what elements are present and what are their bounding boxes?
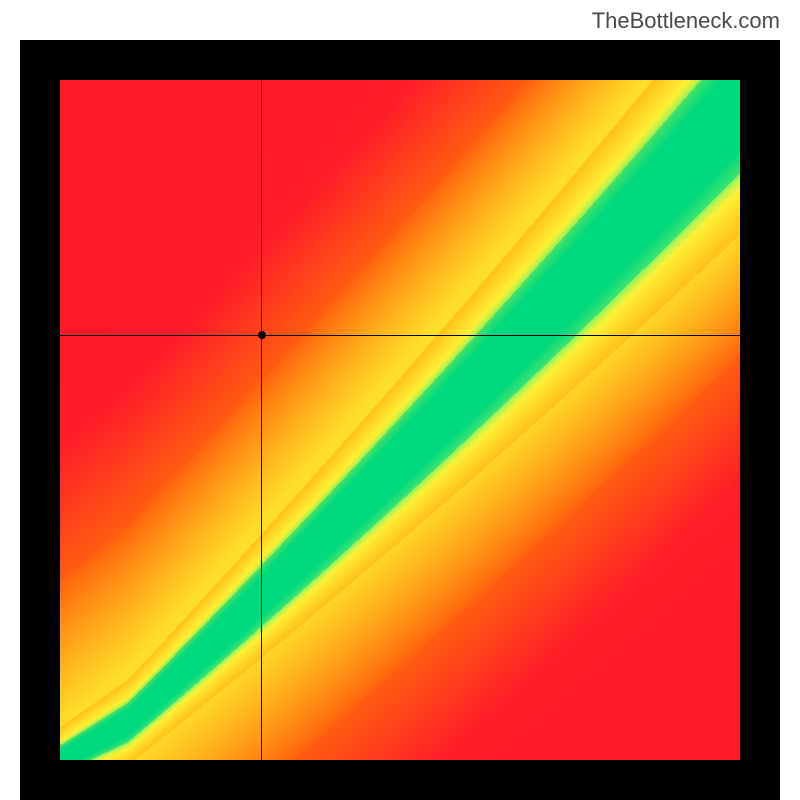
- crosshair-vertical: [261, 80, 262, 760]
- data-point-marker: [258, 331, 266, 339]
- watermark-text: TheBottleneck.com: [592, 8, 780, 34]
- heatmap-plot: [60, 80, 740, 760]
- chart-container: { "watermark": { "text": "TheBottleneck.…: [0, 0, 800, 800]
- crosshair-horizontal: [60, 335, 740, 336]
- heatmap-canvas: [60, 80, 740, 760]
